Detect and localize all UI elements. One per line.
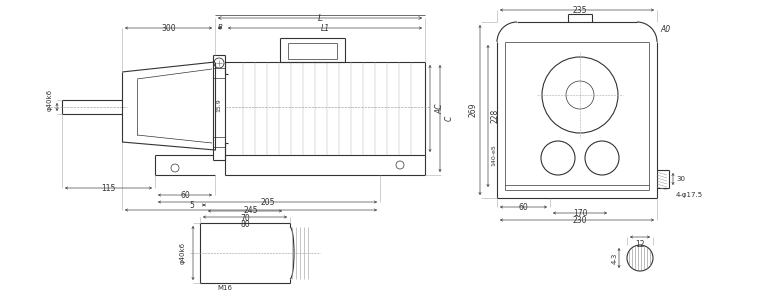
Text: 30: 30 <box>676 176 685 182</box>
Text: 5: 5 <box>190 202 195 210</box>
Text: L: L <box>317 14 323 23</box>
Text: 245: 245 <box>244 206 259 215</box>
Text: 228: 228 <box>491 109 500 123</box>
Text: 15.9: 15.9 <box>216 98 222 112</box>
Text: A0: A0 <box>660 25 670 34</box>
Text: L1: L1 <box>320 24 330 33</box>
Text: 115: 115 <box>101 184 116 193</box>
Text: 12: 12 <box>635 240 645 249</box>
Text: 60: 60 <box>180 191 190 200</box>
Text: 170: 170 <box>573 209 587 218</box>
Text: M16: M16 <box>218 285 232 291</box>
Text: B: B <box>218 24 222 30</box>
Text: φ40k6: φ40k6 <box>47 89 53 111</box>
Text: 60: 60 <box>519 203 528 212</box>
Text: 300: 300 <box>161 24 176 33</box>
Text: 140-e5: 140-e5 <box>491 144 496 166</box>
Text: 205: 205 <box>260 198 275 207</box>
Text: 269: 269 <box>469 103 478 117</box>
Text: 70: 70 <box>240 214 250 223</box>
Text: 235: 235 <box>573 6 587 15</box>
Text: 4-φ17.5: 4-φ17.5 <box>676 192 703 198</box>
Text: 4-3: 4-3 <box>612 252 618 264</box>
Text: C: C <box>445 116 454 121</box>
Text: φ40k6: φ40k6 <box>180 242 186 264</box>
Text: 230: 230 <box>573 216 587 225</box>
Text: AC: AC <box>435 103 444 114</box>
Text: 80: 80 <box>240 220 250 229</box>
